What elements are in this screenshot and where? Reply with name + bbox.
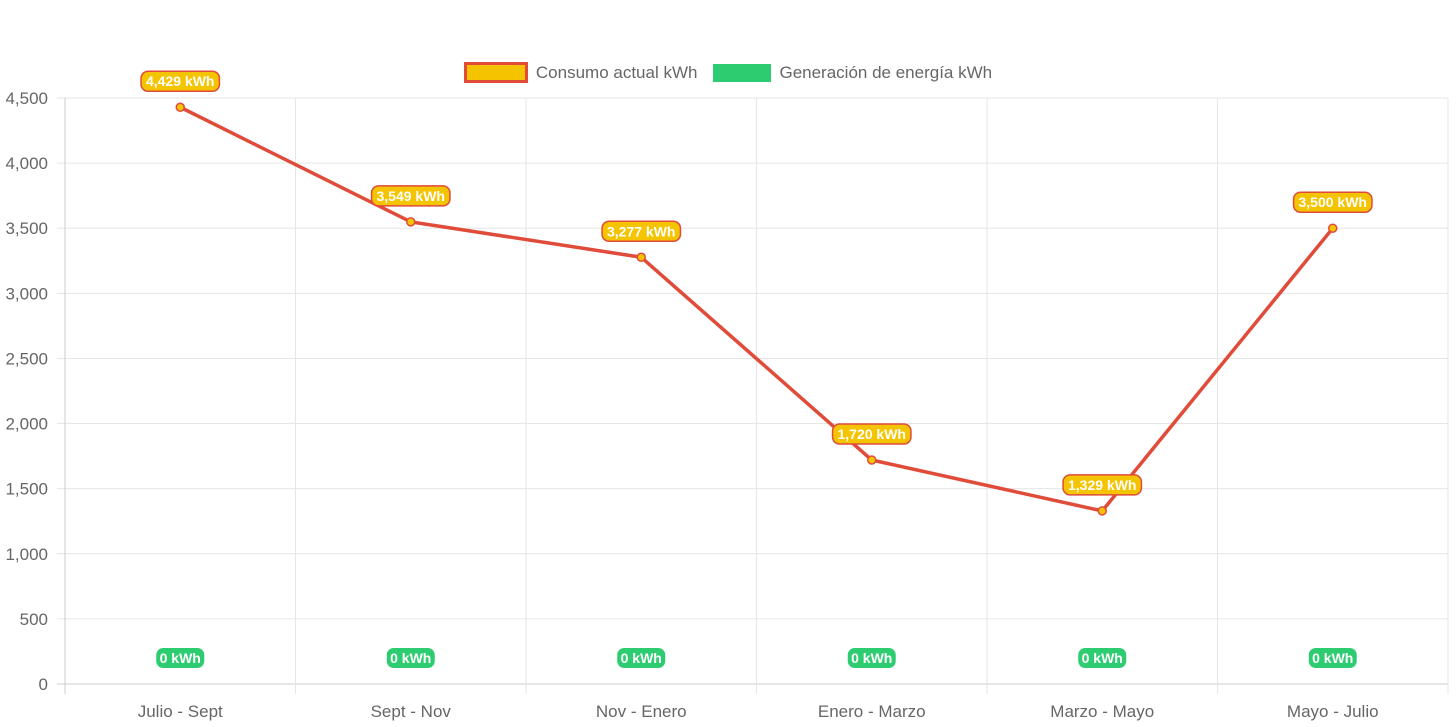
data-label-text: 1,329 kWh bbox=[1068, 477, 1136, 493]
y-tick-label: 2,000 bbox=[5, 415, 48, 434]
data-point-consumo bbox=[636, 252, 646, 263]
data-label-consumo: 3,549 kWh bbox=[370, 185, 451, 207]
x-tick-label: Julio - Sept bbox=[138, 702, 223, 721]
y-tick-label: 500 bbox=[20, 610, 48, 629]
data-label-box bbox=[386, 648, 435, 668]
data-label-generacion: 0 kWh bbox=[617, 648, 666, 668]
y-tick-label: 0 bbox=[39, 675, 48, 694]
data-label-box bbox=[1078, 648, 1127, 668]
y-tick-label: 1,000 bbox=[5, 545, 48, 564]
y-tick-label: 3,000 bbox=[5, 284, 48, 303]
data-label-consumo: 4,429 kWh bbox=[140, 70, 221, 92]
y-tick-label: 3,500 bbox=[5, 219, 48, 238]
y-tick-label: 4,000 bbox=[5, 154, 48, 173]
data-label-text: 0 kWh bbox=[160, 650, 201, 666]
data-point-consumo bbox=[1097, 506, 1107, 516]
data-label-text: 3,549 kWh bbox=[377, 188, 445, 204]
data-label-consumo: 3,277 kWh bbox=[601, 220, 682, 243]
legend: Consumo actual kWh Generación de energía… bbox=[0, 62, 1456, 83]
data-label-consumo: 1,329 kWh bbox=[1062, 474, 1143, 496]
data-label-generacion: 0 kWh bbox=[1308, 648, 1357, 668]
x-tick-label: Marzo - Mayo bbox=[1050, 702, 1154, 721]
data-label-generacion: 0 kWh bbox=[1078, 648, 1127, 668]
data-label-box bbox=[601, 220, 682, 243]
legend-swatch-generacion bbox=[713, 63, 772, 82]
legend-label-generacion: Generación de energía kWh bbox=[779, 62, 993, 82]
data-label-text: 3,500 kWh bbox=[1299, 194, 1367, 210]
data-label-text: 4,429 kWh bbox=[146, 73, 214, 89]
data-point-consumo bbox=[406, 217, 416, 227]
legend-swatch-consumo bbox=[463, 62, 528, 83]
data-label-box bbox=[617, 648, 666, 668]
data-label-box bbox=[1062, 474, 1143, 496]
x-tick-label: Enero - Marzo bbox=[818, 702, 926, 721]
data-point-consumo bbox=[1328, 223, 1338, 233]
data-label-text: 0 kWh bbox=[1312, 650, 1353, 666]
data-label-box bbox=[847, 648, 896, 668]
data-label-box bbox=[156, 648, 205, 668]
x-tick-label: Sept - Nov bbox=[371, 702, 452, 721]
y-tick-label: 4,500 bbox=[5, 89, 48, 108]
legend-item-generacion[interactable]: Generación de energía kWh bbox=[713, 63, 992, 83]
data-label-generacion: 0 kWh bbox=[156, 648, 205, 668]
data-label-generacion: 0 kWh bbox=[386, 648, 435, 668]
data-label-text: 1,720 kWh bbox=[838, 426, 906, 442]
data-label-consumo: 1,720 kWh bbox=[831, 423, 912, 445]
y-tick-label: 2,500 bbox=[5, 349, 48, 368]
x-tick-label: Nov - Enero bbox=[596, 702, 687, 721]
data-point-consumo bbox=[175, 102, 185, 112]
data-point-consumo bbox=[867, 455, 877, 465]
data-label-box bbox=[1308, 648, 1357, 668]
data-label-box bbox=[370, 185, 451, 207]
y-tick-label: 1,500 bbox=[5, 480, 48, 499]
data-label-box bbox=[1292, 191, 1373, 213]
data-label-text: 0 kWh bbox=[851, 650, 892, 666]
x-tick-label: Mayo - Julio bbox=[1287, 702, 1379, 721]
data-label-box bbox=[831, 423, 912, 445]
legend-item-consumo[interactable]: Consumo actual kWh bbox=[463, 62, 698, 83]
data-label-generacion: 0 kWh bbox=[847, 648, 896, 668]
data-label-text: 0 kWh bbox=[1082, 650, 1123, 666]
legend-label-consumo: Consumo actual kWh bbox=[535, 62, 698, 82]
data-label-text: 0 kWh bbox=[390, 650, 431, 666]
data-label-text: 0 kWh bbox=[621, 650, 662, 666]
data-label-text: 3,277 kWh bbox=[607, 223, 675, 239]
data-label-box bbox=[140, 70, 221, 92]
data-label-consumo: 3,500 kWh bbox=[1292, 191, 1373, 213]
